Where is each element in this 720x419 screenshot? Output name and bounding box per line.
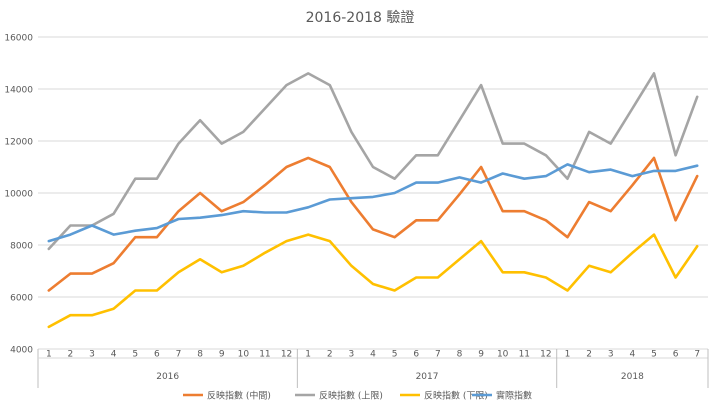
x-tick-label: 1 <box>565 350 571 360</box>
x-tick-label: 1 <box>305 350 311 360</box>
x-tick-label: 4 <box>370 350 376 360</box>
series-line-3 <box>47 163 699 243</box>
x-tick-label: 12 <box>281 350 292 360</box>
legend-label: 反映指數 (中間) <box>207 390 271 402</box>
x-tick-label: 6 <box>673 350 679 360</box>
legend-label: 反映指數 (上限) <box>319 390 383 402</box>
series-line-1 <box>47 72 699 251</box>
x-tick-label: 3 <box>608 350 614 360</box>
x-tick-label: 7 <box>694 350 700 360</box>
x-tick-label: 5 <box>651 350 657 360</box>
x-tick-label: 2 <box>68 350 74 360</box>
x-tick-label: 6 <box>413 350 419 360</box>
series-lines <box>47 72 699 329</box>
x-tick-label: 7 <box>176 350 182 360</box>
x-group-label: 2018 <box>621 372 644 382</box>
x-tick-label: 12 <box>540 350 551 360</box>
x-tick-label: 11 <box>519 350 530 360</box>
y-tick-label: 6000 <box>10 294 33 304</box>
y-tick-label: 10000 <box>4 190 33 200</box>
x-tick-label: 2 <box>586 350 592 360</box>
y-tick-label: 16000 <box>4 34 33 44</box>
legend-label: 反映指數 (下限) <box>424 390 488 402</box>
x-tick-label: 10 <box>497 350 509 360</box>
x-tick-label: 6 <box>154 350 160 360</box>
x-tick-label: 4 <box>111 350 117 360</box>
x-tick-label: 5 <box>392 350 398 360</box>
x-tick-label: 5 <box>132 350 138 360</box>
x-tick-label: 11 <box>259 350 270 360</box>
y-tick-label: 12000 <box>4 138 33 148</box>
x-tick-label: 2 <box>327 350 333 360</box>
x-group-label: 2017 <box>416 372 439 382</box>
y-tick-label: 8000 <box>10 242 33 252</box>
legend: 反映指數 (中間) 反映指數 (上限) 反映指數 (下限) 實際指數 <box>183 390 532 402</box>
x-tick-label: 1 <box>46 350 52 360</box>
y-tick-label: 4000 <box>10 346 33 356</box>
series-line-2 <box>47 233 699 329</box>
y-axis-tick-labels: 4000 6000 8000 10000 12000 14000 16000 <box>4 34 33 356</box>
x-tick-label: 8 <box>457 350 463 360</box>
series-line-0 <box>47 156 699 292</box>
x-tick-label: 7 <box>435 350 441 360</box>
x-tick-label: 10 <box>238 350 250 360</box>
legend-label: 實際指數 <box>496 390 532 402</box>
x-group-label: 2016 <box>156 372 179 382</box>
x-tick-label: 9 <box>219 350 225 360</box>
x-tick-label: 3 <box>349 350 355 360</box>
x-tick-label: 4 <box>629 350 635 360</box>
x-tick-label: 3 <box>89 350 95 360</box>
x-tick-label: 9 <box>478 350 484 360</box>
gridlines <box>38 36 708 350</box>
x-tick-label: 8 <box>197 350 203 360</box>
chart-title: 2016-2018 驗證 <box>306 9 415 26</box>
y-tick-label: 14000 <box>4 86 33 96</box>
